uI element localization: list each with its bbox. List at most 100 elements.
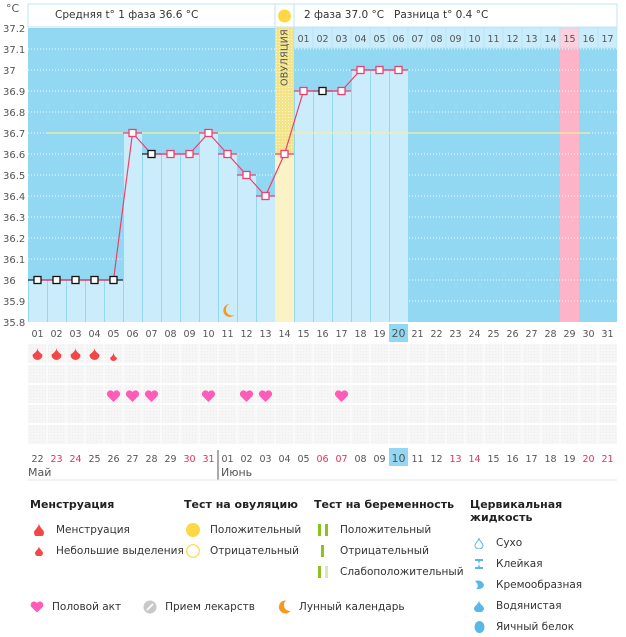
ovulation-positive-icon	[278, 9, 291, 23]
heart-icon	[258, 390, 273, 402]
data-point	[128, 128, 137, 138]
faint-line-icon	[314, 565, 332, 579]
calendar-date: 16	[506, 454, 518, 465]
cycle-day-label: 13	[259, 329, 271, 340]
bbt-chart: 01 02 03 04 05 06 07 08 09 10 11 12 13 14 15 16 17 37.2 3…	[3, 3, 618, 481]
calendar-date: 26	[107, 454, 119, 465]
drop-icon	[51, 348, 62, 360]
calendar-date: 28	[145, 454, 157, 465]
data-point	[204, 128, 213, 138]
cycle-day-label: 03	[69, 329, 81, 340]
cycle-day-label: 05	[107, 329, 119, 340]
calendar-date: 25	[88, 454, 100, 465]
phase2-average: 2 фаза 37.0 °C	[304, 9, 385, 21]
data-point	[356, 65, 365, 75]
data-point	[166, 149, 175, 159]
top-day-label: 15	[563, 34, 575, 45]
cycle-day-label: 31	[601, 329, 613, 340]
legend-title: Менструация	[30, 498, 115, 511]
small-drop-icon	[30, 544, 48, 558]
legend-title: Тест на беременность	[314, 498, 455, 511]
moon-icon	[277, 600, 291, 614]
cycle-day-label: 02	[50, 329, 62, 340]
calendar-date: 31	[202, 454, 214, 465]
month-june: Июнь	[221, 466, 253, 479]
calendar-date: 20	[582, 454, 594, 465]
top-day-label: 11	[487, 34, 499, 45]
cycle-day-label: 09	[183, 329, 195, 340]
legend-item: Лунный календарь	[277, 600, 405, 614]
legend-item: Яичный белок	[470, 616, 626, 637]
legend-menstruation: Менструация Менструация Небольшие выделе…	[30, 498, 184, 561]
top-day-label: 13	[525, 34, 537, 45]
calendar-date: 29	[164, 454, 176, 465]
pill-icon	[143, 600, 157, 614]
legend-title: Цервикальная жидкость	[470, 498, 563, 524]
legend-pregnancy-test: Тест на беременность Положительный Отриц…	[314, 498, 464, 582]
top-day-label: 12	[506, 34, 518, 45]
watery-icon	[470, 599, 488, 613]
two-lines-icon	[314, 523, 332, 537]
y-tick-label: 36.4	[3, 192, 25, 203]
data-point	[242, 170, 251, 180]
top-day-label: 04	[354, 34, 366, 45]
top-day-label: 16	[582, 34, 594, 45]
temperature-column	[199, 133, 218, 322]
top-day-label: 09	[449, 34, 461, 45]
temperature-column	[66, 280, 85, 322]
data-point	[185, 149, 194, 159]
temperature-column	[389, 70, 408, 322]
expected-period-column	[560, 28, 579, 322]
temperature-column	[123, 133, 142, 322]
heart-icon	[30, 601, 44, 613]
legend-item: Положительный	[184, 519, 301, 540]
calendar-date: 22	[31, 454, 43, 465]
ovulation-column	[275, 4, 294, 154]
cycle-day-label: 08	[164, 329, 176, 340]
top-day-label: 03	[335, 34, 347, 45]
cycle-day-label: 24	[468, 329, 480, 340]
cycle-day-label: 25	[487, 329, 499, 340]
cycle-day-label: 21	[411, 329, 423, 340]
data-point	[90, 275, 99, 285]
data-point	[337, 86, 346, 96]
data-point	[280, 149, 289, 159]
calendar-date: 17	[525, 454, 537, 465]
temperature-column	[180, 154, 199, 322]
cycle-day-label: 17	[335, 329, 347, 340]
calendar-date: 09	[373, 454, 385, 465]
ovulation-label: ОВУЛЯЦИЯ	[279, 29, 291, 87]
cycle-day-label: 11	[221, 329, 233, 340]
calendar-date: 12	[430, 454, 442, 465]
drop-icon	[32, 348, 43, 360]
y-tick-label: 36.5	[3, 171, 25, 182]
cycle-day-label: 27	[525, 329, 537, 340]
cycle-day-label: 19	[373, 329, 385, 340]
legend-other: Половой акт Прием лекарств Лунный календ…	[30, 600, 427, 614]
negative-circle-icon	[184, 543, 202, 558]
data-point	[394, 65, 403, 75]
cycle-day-label: 18	[354, 329, 366, 340]
legend-ovulation-test: Тест на овуляцию Положительный Отрицател…	[184, 498, 301, 561]
data-point	[147, 149, 156, 159]
heart-icon	[201, 390, 216, 402]
positive-circle-icon	[184, 522, 202, 537]
calendar-date: 19	[563, 454, 575, 465]
y-tick-label: 36.3	[3, 213, 25, 224]
legend-item: Кремообразная	[470, 574, 626, 595]
calendar-date: 02	[240, 454, 252, 465]
calendar-date: 24	[69, 454, 81, 465]
y-tick-label: 36.6	[3, 150, 25, 161]
legend-item: Отрицательный	[184, 540, 301, 561]
temperature-column	[313, 91, 332, 322]
y-tick-label: 36.1	[3, 255, 25, 266]
calendar-date: 01	[221, 454, 233, 465]
temperature-column	[370, 70, 389, 322]
data-point	[261, 191, 270, 201]
data-point	[299, 86, 308, 96]
calendar-date: 05	[297, 454, 309, 465]
temperature-column	[351, 70, 370, 322]
cycle-day-label: 29	[563, 329, 575, 340]
top-day-label: 07	[411, 34, 423, 45]
legend-item: Половой акт	[30, 600, 121, 614]
